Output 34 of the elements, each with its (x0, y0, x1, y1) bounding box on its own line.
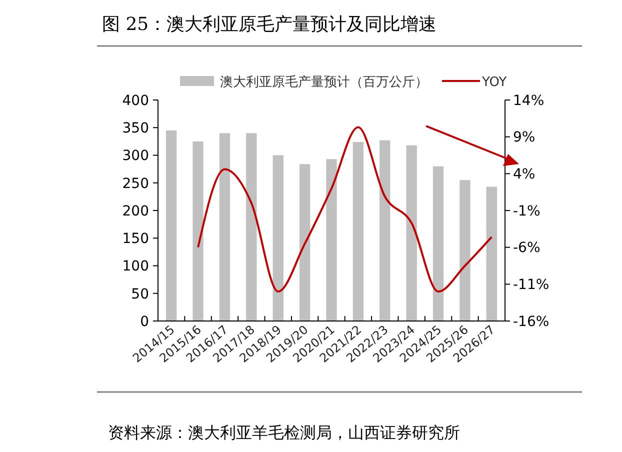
y2-tick-label: -11% (513, 277, 550, 294)
y-tick-label: 0 (140, 314, 149, 330)
y-tick-label: 50 (131, 286, 149, 302)
bar (326, 159, 337, 321)
y2-tick-label: -1% (513, 203, 540, 220)
y2-tick-label: 4% (513, 166, 536, 183)
bar (272, 155, 284, 321)
bar (192, 141, 204, 321)
bar (406, 145, 417, 321)
bar (299, 164, 310, 321)
bar (380, 140, 390, 321)
y-tick-label: 200 (122, 203, 149, 220)
bar (432, 166, 444, 321)
y-tick-label: 100 (122, 258, 149, 275)
legend-label: YOY (481, 75, 507, 90)
legend-label: 澳大利亚原毛产量预计（百万公斤） (220, 75, 428, 90)
bar (166, 130, 177, 321)
bar (352, 142, 364, 321)
y-tick-label: 400 (122, 92, 149, 109)
line-series (197, 126, 493, 293)
y-tick-label: 350 (122, 120, 149, 137)
bar (219, 133, 230, 321)
y-tick-label: 250 (122, 176, 149, 192)
y-tick-label: 300 (122, 148, 149, 164)
y-tick-label: 150 (122, 231, 149, 248)
y2-tick-label: -16% (513, 314, 550, 330)
bar (460, 180, 470, 321)
bar (486, 186, 497, 321)
bar (246, 133, 257, 321)
text: 资料来源：澳大利亚羊毛检测局，山西证券研究所 (108, 423, 460, 442)
chart-title: 图 25：澳大利亚原毛产量预计及同比增速 (102, 14, 437, 35)
y2-tick-label: 9% (513, 130, 536, 146)
y2-tick-label: 14% (513, 92, 544, 109)
y2-tick-label: -6% (513, 240, 540, 256)
